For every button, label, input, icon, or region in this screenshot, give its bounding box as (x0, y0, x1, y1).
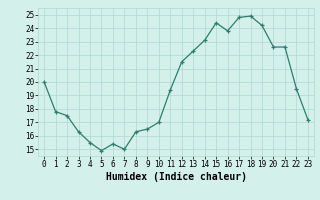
X-axis label: Humidex (Indice chaleur): Humidex (Indice chaleur) (106, 172, 246, 182)
